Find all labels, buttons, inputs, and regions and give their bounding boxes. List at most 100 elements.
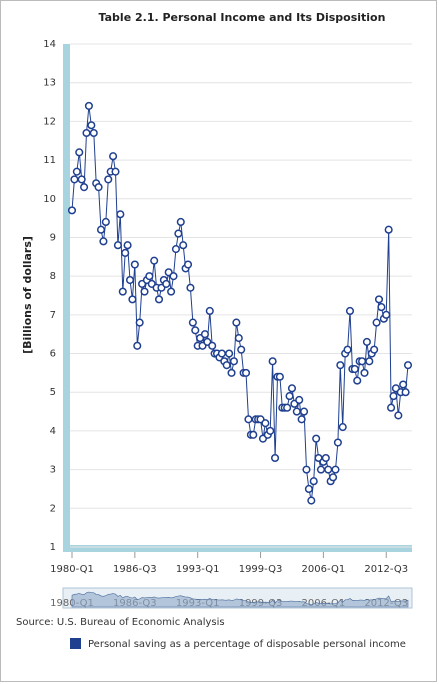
- point: [261, 419, 270, 428]
- point: [80, 183, 89, 192]
- point: [133, 341, 142, 350]
- y-tick-label: 10: [43, 194, 56, 205]
- point: [150, 256, 159, 265]
- point: [179, 241, 188, 250]
- point: [300, 407, 309, 416]
- y-tick-label: 9: [50, 232, 56, 243]
- point: [237, 345, 246, 354]
- point: [67, 206, 77, 215]
- y-tick-label: 13: [43, 78, 56, 89]
- point: [72, 167, 81, 176]
- point: [374, 295, 384, 304]
- x-tick-label: 2006-Q1: [302, 564, 346, 575]
- point: [200, 330, 209, 339]
- source: Source: U.S. Bureau of Economic Analysis: [16, 617, 225, 628]
- point: [167, 287, 176, 296]
- point: [205, 306, 214, 316]
- point: [345, 306, 355, 316]
- point: [99, 237, 108, 246]
- x-tick-label: 1986-Q3: [113, 564, 157, 575]
- point: [241, 368, 251, 377]
- y-tick-label: 5: [50, 387, 56, 398]
- x-tick-label: 1993-Q1: [176, 564, 220, 575]
- point: [297, 415, 306, 424]
- point: [331, 465, 340, 474]
- y-axis-label: [Billions of dollars]: [21, 236, 34, 354]
- y-tick-label: 2: [50, 503, 56, 514]
- point: [304, 484, 313, 494]
- point: [229, 357, 239, 366]
- point: [244, 415, 253, 424]
- point: [75, 148, 84, 157]
- point: [338, 423, 347, 432]
- point: [109, 152, 118, 161]
- point: [174, 229, 183, 238]
- point: [162, 279, 171, 288]
- point: [312, 434, 321, 443]
- y-tick-label: 1: [50, 542, 56, 553]
- legend-swatch: [70, 638, 81, 649]
- point: [169, 272, 178, 281]
- point: [208, 341, 217, 350]
- point: [87, 121, 96, 130]
- point: [171, 245, 180, 254]
- point: [343, 345, 352, 354]
- point: [362, 337, 371, 346]
- point: [329, 473, 338, 482]
- x-tick-label: 1999-Q3: [239, 564, 283, 575]
- point: [111, 167, 120, 176]
- y-tick-label: 14: [43, 39, 56, 50]
- point: [295, 395, 304, 405]
- point: [232, 318, 241, 327]
- point: [316, 465, 326, 474]
- point: [104, 175, 113, 184]
- y-tick-label: 12: [43, 116, 56, 127]
- point: [82, 128, 91, 138]
- y-tick-label: 8: [50, 271, 56, 282]
- point: [353, 376, 362, 385]
- point: [116, 210, 125, 219]
- point: [287, 384, 297, 393]
- point: [302, 465, 311, 474]
- point: [77, 175, 86, 184]
- point: [321, 453, 330, 463]
- point: [94, 183, 103, 192]
- point: [188, 318, 197, 327]
- point: [191, 326, 200, 335]
- point: [222, 361, 231, 370]
- legend-label: Personal saving as a percentage of dispo…: [88, 639, 406, 650]
- point: [394, 411, 403, 420]
- x-tick-label: 1980-Q1: [50, 564, 94, 575]
- point: [275, 372, 284, 381]
- point: [154, 295, 164, 304]
- point: [186, 283, 195, 292]
- point: [350, 364, 359, 374]
- point: [387, 403, 396, 412]
- point: [403, 361, 413, 370]
- y-scrollbar: [63, 44, 70, 550]
- point: [89, 128, 98, 138]
- point: [121, 248, 130, 257]
- navigator-area: [71, 591, 409, 608]
- point: [70, 175, 79, 184]
- point: [227, 368, 236, 377]
- point: [271, 453, 280, 463]
- point: [336, 361, 345, 370]
- point: [268, 357, 277, 366]
- y-tick-label: 7: [50, 310, 56, 321]
- point: [266, 426, 275, 435]
- y-tick-label: 4: [50, 426, 56, 437]
- x-tick-label: 2012-Q3: [364, 564, 408, 575]
- point: [283, 403, 292, 412]
- point: [101, 217, 110, 227]
- point: [292, 407, 301, 416]
- point: [307, 496, 316, 505]
- point: [384, 225, 393, 234]
- point: [145, 272, 154, 281]
- point: [377, 303, 386, 312]
- y-tick-label: 6: [50, 349, 56, 360]
- point: [140, 287, 149, 296]
- point: [96, 225, 106, 234]
- point: [249, 430, 258, 439]
- point: [285, 392, 294, 401]
